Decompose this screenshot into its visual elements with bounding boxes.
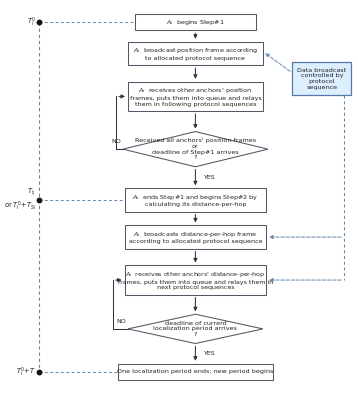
Text: $A_i$  receives other anchors' position
frames, puts them into queue and relays
: $A_i$ receives other anchors' position f…	[130, 86, 261, 107]
FancyBboxPatch shape	[292, 62, 352, 95]
FancyBboxPatch shape	[118, 364, 273, 380]
Text: $A_i$  receives other anchors' distance-per-hop
frames, puts them into queue and: $A_i$ receives other anchors' distance-p…	[118, 270, 273, 290]
Text: One localization period ends; new period begins: One localization period ends; new period…	[117, 369, 274, 374]
FancyBboxPatch shape	[128, 82, 263, 111]
Text: NO: NO	[111, 139, 121, 145]
Text: $A_i$  ends Step#1 and begins Step#2 by
calculating its distance-per-hop: $A_i$ ends Step#1 and begins Step#2 by c…	[132, 192, 258, 208]
FancyBboxPatch shape	[135, 14, 256, 30]
Text: YES: YES	[204, 351, 216, 356]
Text: deadline of current
localization period arrives
?: deadline of current localization period …	[154, 321, 237, 337]
Text: Received all anchors' position frames
or
deadline of Step#1 arrives
?: Received all anchors' position frames or…	[135, 138, 256, 160]
Text: Data broadcast
controlled by
protocol
sequence: Data broadcast controlled by protocol se…	[297, 68, 347, 90]
Polygon shape	[123, 131, 268, 167]
Text: NO: NO	[116, 319, 126, 324]
Text: $T_i^0$: $T_i^0$	[27, 15, 36, 29]
Text: $A_i$  broadcasts distance-per-hop frame
according to allocated protocol sequenc: $A_i$ broadcasts distance-per-hop frame …	[129, 230, 262, 244]
Text: $T_i^0$$+$$T$: $T_i^0$$+$$T$	[16, 365, 36, 379]
Text: $A_i$  broadcast position frame according
to allocated protocol sequence: $A_i$ broadcast position frame according…	[133, 46, 258, 61]
FancyBboxPatch shape	[125, 265, 266, 295]
FancyBboxPatch shape	[125, 225, 266, 249]
Text: $T_{t_i}$
or $T_i^0$$+$$T_{Si}$: $T_{t_i}$ or $T_i^0$$+$$T_{Si}$	[4, 187, 36, 213]
Polygon shape	[128, 314, 263, 344]
FancyBboxPatch shape	[125, 188, 266, 212]
Text: $A_i$  begins Step#1: $A_i$ begins Step#1	[166, 18, 225, 27]
Text: YES: YES	[204, 175, 216, 180]
FancyBboxPatch shape	[128, 42, 263, 65]
